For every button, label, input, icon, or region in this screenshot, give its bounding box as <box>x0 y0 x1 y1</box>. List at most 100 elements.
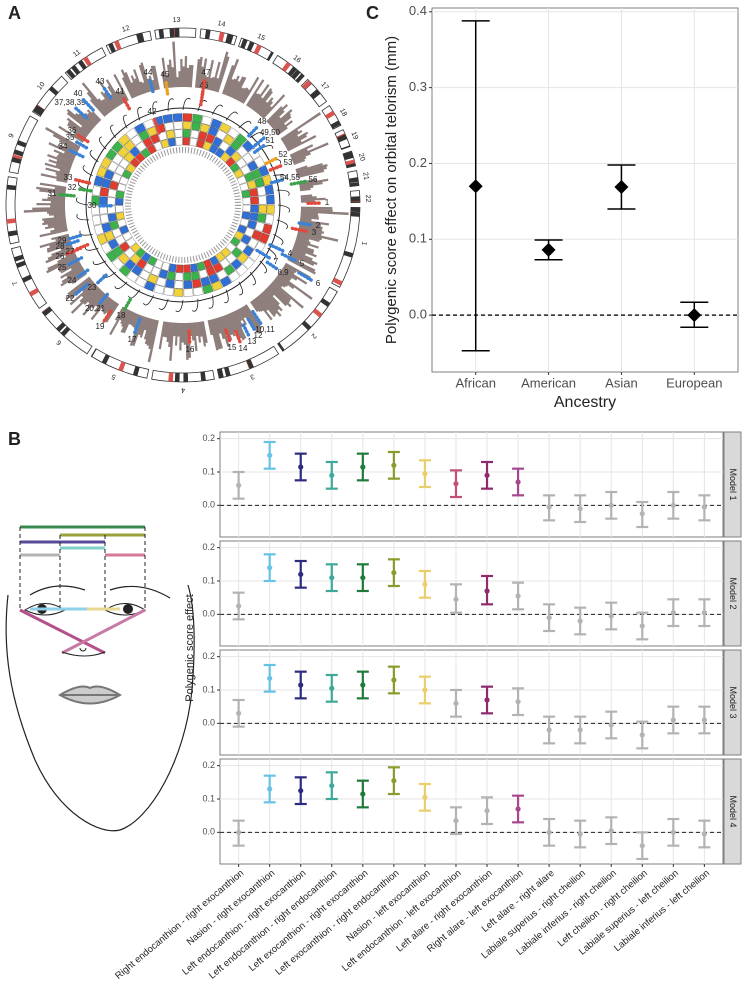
point <box>267 675 273 681</box>
heatmap-cell <box>251 168 262 180</box>
ideogram <box>32 75 69 118</box>
heatmap-cell <box>241 189 251 198</box>
chromosome-label: 13 <box>173 17 181 24</box>
point <box>391 677 397 683</box>
ideogram-band <box>183 372 189 382</box>
ideogram-band <box>301 320 312 331</box>
heatmap-cell <box>257 213 267 223</box>
y-tick-label: 0.0 <box>202 718 215 728</box>
manhattan-track <box>161 41 194 89</box>
link-arc <box>76 214 90 221</box>
heatmap-cell <box>230 139 242 151</box>
point <box>484 697 490 703</box>
ideogram-band <box>118 361 126 372</box>
chromosome-label: 22 <box>364 195 371 203</box>
point <box>484 808 490 814</box>
heatmap-cell <box>175 272 184 281</box>
heatmap-cell <box>258 165 270 177</box>
heatmap-cell <box>112 153 124 165</box>
heatmap-cell <box>174 129 183 138</box>
chromosome-label: 19 <box>350 131 359 141</box>
point <box>670 717 676 723</box>
heatmap-cell <box>212 136 223 148</box>
point <box>701 610 707 616</box>
link-arc <box>102 271 117 278</box>
heatmap-cell <box>208 273 220 284</box>
heatmap-cell <box>109 180 119 191</box>
y-tick-label: 0.3 <box>409 79 427 94</box>
locus-label: 27 <box>66 247 75 256</box>
heatmap-cell <box>183 288 194 297</box>
heatmap-cell <box>220 275 232 288</box>
heatmap-cell <box>198 268 209 279</box>
link-arc <box>224 289 229 304</box>
heatmap-cell <box>134 122 146 135</box>
ideogram-band <box>11 157 22 164</box>
point <box>546 727 552 733</box>
heatmap-cell <box>100 242 113 254</box>
locus-label: 7 <box>274 257 279 266</box>
locus-streak <box>74 178 92 185</box>
facet-label: Model 3 <box>728 686 738 718</box>
chromosome-label: 1 <box>360 241 368 246</box>
link-arc <box>175 299 184 313</box>
ideogram-band <box>295 73 305 83</box>
ideogram-band <box>132 366 140 377</box>
facet-label: Model 4 <box>728 795 738 827</box>
locus-streak <box>223 325 232 343</box>
heatmap-cell <box>196 139 205 149</box>
manhattan-track <box>246 79 286 119</box>
y-tick-label: 0.2 <box>202 760 215 770</box>
eyebrow <box>29 585 171 599</box>
heatmap-cell <box>266 204 275 215</box>
heatmap-cell <box>139 269 151 281</box>
ideogram-band <box>240 38 248 49</box>
ideogram-band <box>204 29 211 40</box>
heatmap-cell <box>225 242 236 253</box>
heatmap-cell <box>244 172 255 183</box>
heatmap-cell <box>202 141 212 151</box>
heatmap-cell <box>244 227 255 238</box>
heatmap-cell <box>183 280 193 289</box>
heatmap-cell <box>175 264 184 273</box>
link-arc <box>276 219 288 230</box>
ideogram-band <box>277 342 285 352</box>
diagram-line <box>19 608 106 655</box>
link-arc <box>123 114 128 129</box>
heatmap-cell <box>212 262 224 273</box>
point <box>614 179 629 194</box>
heatmap-cell <box>253 156 266 168</box>
heatmap-cell <box>103 169 115 181</box>
heatmap-cell <box>158 269 169 279</box>
ideogram-band <box>169 28 175 38</box>
heatmap-cell <box>228 270 241 283</box>
link-arc <box>167 98 174 112</box>
manhattan-track <box>250 262 313 321</box>
locus-label: 1 <box>325 198 330 207</box>
locus-streak <box>265 164 283 173</box>
heatmap-cell <box>140 148 151 159</box>
point <box>298 682 304 688</box>
heatmap-cell <box>135 247 146 258</box>
link-arc <box>142 295 155 306</box>
y-tick-label: 0.1 <box>202 793 215 803</box>
point <box>515 479 521 485</box>
point <box>298 788 304 794</box>
ideogram-band <box>29 287 40 297</box>
heatmap-cell <box>118 252 130 265</box>
heatmap-cell <box>129 146 141 158</box>
heatmap-cell <box>130 157 141 168</box>
heatmap-cell <box>124 247 136 259</box>
heatmap-cell <box>230 151 242 163</box>
ideogram-band <box>218 31 225 42</box>
heatmap-cell <box>209 255 220 266</box>
locus-streak <box>74 106 89 120</box>
ideogram-band <box>348 177 359 183</box>
heatmap-cell <box>91 195 100 206</box>
locus-streak <box>122 97 133 113</box>
locus-label: 56 <box>309 175 318 184</box>
y-tick-label: 0.1 <box>202 466 215 476</box>
heatmap-cell <box>192 278 202 289</box>
point <box>360 464 366 470</box>
link-arc <box>273 233 284 246</box>
